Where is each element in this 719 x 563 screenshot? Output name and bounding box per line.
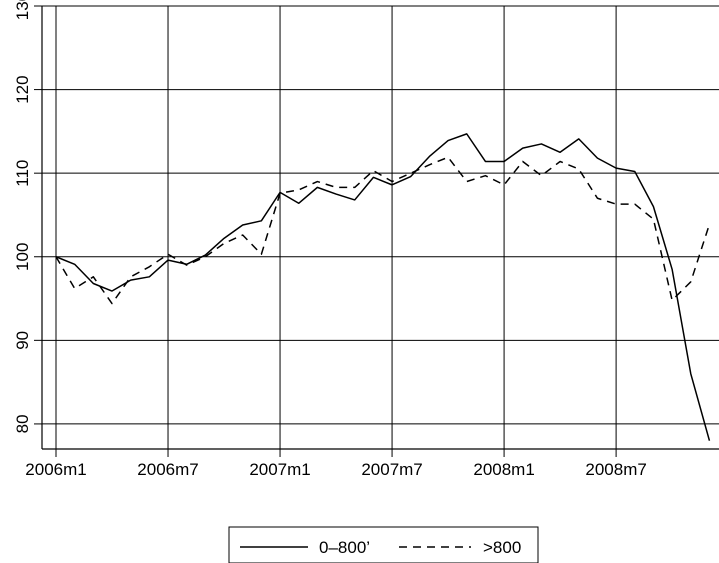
y-tick-label: 80 [13,414,32,433]
x-tick-label: 2008m1 [473,460,534,479]
y-tick-label: 90 [13,331,32,350]
y-tick-label: 100 [13,243,32,271]
legend-box [228,526,539,563]
y-tick-label: 130 [13,0,32,20]
x-tick-label: 2006m1 [25,460,86,479]
gridlines [42,5,719,449]
legend-label-800: >800 [483,538,521,557]
x-tick-label: 2007m1 [249,460,310,479]
y-tick-label: 110 [13,160,32,187]
legend: 0–800’ >800 [228,526,539,563]
legend-label-0-800: 0–800’ [319,538,370,557]
series-line-0-800 [55,133,711,441]
series-lines [55,133,711,441]
y-tick-label: 120 [13,75,32,103]
x-tick-label: 2008m7 [585,460,646,479]
series-line-800 [55,156,711,305]
x-tick-label: 2007m7 [361,460,422,479]
x-tick-label: 2006m7 [137,460,198,479]
axes: 80 90 100 110 120 130 2006m1 2006m7 2007m1 2007m7… [13,0,719,479]
